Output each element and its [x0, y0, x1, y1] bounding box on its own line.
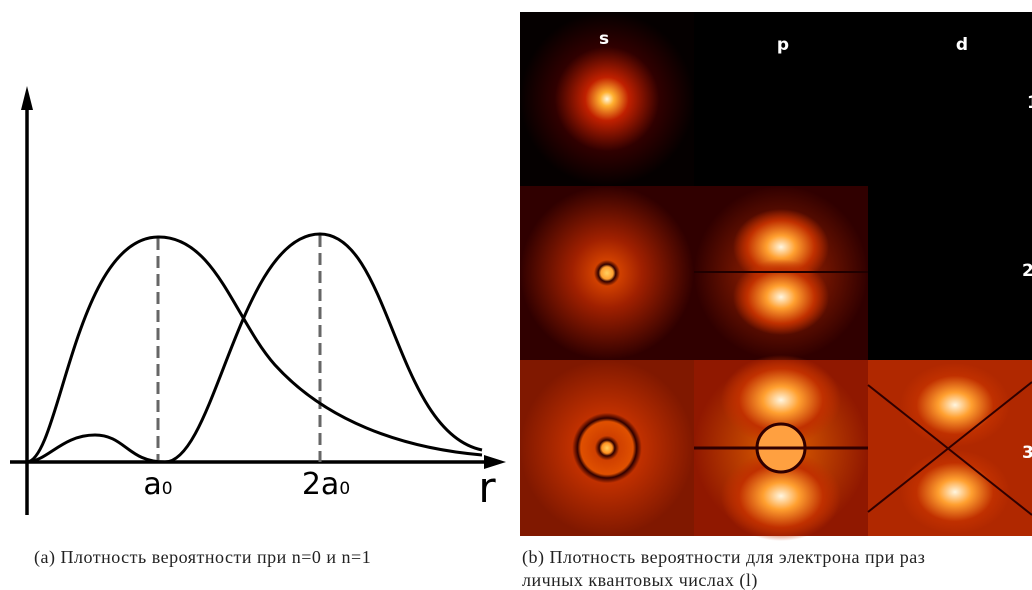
tick-sub: 0 [339, 479, 350, 499]
orbital-2s [520, 186, 694, 360]
column-label: s [599, 29, 609, 49]
row-label: 3 [1022, 443, 1032, 463]
density-plot [10, 86, 506, 515]
tick-label: a0 [143, 467, 172, 502]
orbital-3p [694, 355, 868, 541]
curve [26, 235, 483, 464]
row-label: 2 [1022, 261, 1032, 281]
arrow [21, 86, 33, 110]
caption: (b) Плотность вероятности для электрона … [522, 547, 925, 568]
curve [26, 232, 483, 464]
orbital-1s [520, 12, 694, 186]
orbital-grid [520, 12, 1032, 541]
orbital-2p [694, 186, 868, 360]
column-label: d [956, 35, 968, 55]
x-axis-label: r [478, 463, 496, 512]
column-label: p [777, 35, 789, 55]
caption: личных квантовых числах (l) [522, 570, 758, 590]
caption: (a) Плотность вероятности при n=0 и n=1 [34, 547, 371, 568]
tick-base: 2a [302, 467, 339, 502]
orbital-3s [520, 360, 694, 536]
arrow [484, 455, 506, 469]
tick-sub: 0 [162, 479, 173, 499]
tick-base: a [143, 467, 161, 502]
tick-label: 2a0 [302, 467, 350, 502]
orbital-3d [867, 360, 1032, 536]
row-label: 1 [1027, 93, 1032, 113]
